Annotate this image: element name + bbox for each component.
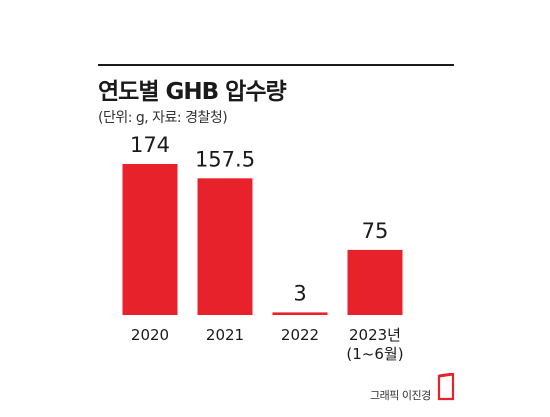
x-tick-label-2: 2022 — [281, 326, 319, 344]
chart-title: 연도별 GHB 압수량 — [98, 79, 287, 105]
publisher-logo-icon — [437, 373, 455, 401]
value-label-1: 157.5 — [195, 147, 255, 171]
bar-1 — [197, 178, 253, 315]
bar-2 — [272, 312, 328, 315]
x-tick-label-0: 2020 — [131, 326, 169, 344]
x-tick-label-3: 2023년 — [349, 326, 401, 344]
bar-3 — [347, 249, 403, 315]
top-rule — [98, 64, 454, 66]
x-tick-label-1: 2021 — [206, 326, 244, 344]
value-label-0: 174 — [130, 133, 170, 157]
bar-0 — [122, 164, 178, 315]
x-tick-label-3-line1: (1~6월) — [346, 345, 403, 363]
graphic-credit: 그래픽 이진경 — [370, 389, 431, 402]
value-label-2: 3 — [293, 281, 306, 305]
value-label-3: 75 — [362, 219, 389, 243]
chart-subtitle: (단위: g, 자료: 경찰청) — [98, 110, 228, 126]
